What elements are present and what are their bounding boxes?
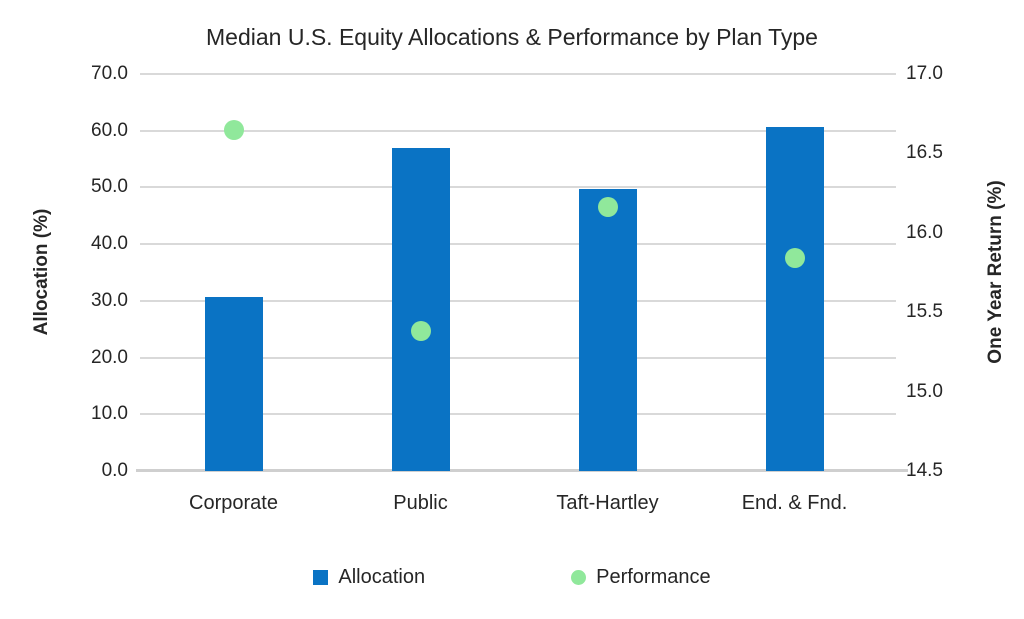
- bar-taft-hartley: [578, 189, 637, 471]
- gridline: [140, 243, 896, 246]
- legend-marker-square: [313, 570, 329, 585]
- data-point-corporate: [223, 119, 244, 140]
- legend-item-allocation: Allocation: [313, 566, 425, 589]
- left-axis-tick-label: 20.0: [91, 346, 128, 368]
- gridline: [140, 413, 896, 416]
- left-axis-tick-label: 70.0: [91, 63, 128, 84]
- legend: Allocation Performance: [0, 566, 1024, 589]
- x-axis-label-end-fnd-: End. & Fnd.: [741, 492, 848, 514]
- legend-item-performance: Performance: [571, 566, 711, 589]
- x-axis-label-taft-hartley: Taft-Hartley: [556, 492, 659, 514]
- right-axis-tick-label: 14.5: [906, 460, 943, 481]
- data-point-end-fnd-: [784, 248, 805, 269]
- x-axis-label-public: Public: [393, 492, 448, 514]
- x-axis-line: [136, 469, 908, 472]
- legend-marker-circle: [571, 570, 587, 585]
- chart-title: Median U.S. Equity Allocations & Perform…: [206, 24, 818, 50]
- right-axis-tick-label: 15.5: [906, 301, 943, 323]
- legend-label: Allocation: [338, 566, 426, 588]
- left-axis-title: Allocation (%): [31, 208, 52, 336]
- left-axis-tick-label: 40.0: [91, 233, 128, 255]
- data-point-public: [410, 321, 431, 342]
- left-axis-tick-label: 50.0: [91, 176, 128, 198]
- right-axis-tick-label: 15.0: [906, 380, 943, 402]
- gridline: [140, 299, 896, 302]
- bar-public: [391, 147, 450, 471]
- right-axis-tick-label: 16.5: [906, 142, 943, 164]
- gridline: [140, 186, 896, 189]
- left-axis-tick-label: 0.0: [101, 460, 128, 481]
- gridline: [140, 129, 896, 132]
- left-axis-tick-label: 30.0: [91, 289, 128, 311]
- gridline: [140, 356, 896, 359]
- right-axis-tick-label: 16.0: [906, 221, 943, 243]
- plot-area: [136, 73, 908, 472]
- gridline: [140, 73, 896, 75]
- left-axis-tick-label: 60.0: [91, 119, 128, 141]
- left-axis-tick-label: 10.0: [91, 403, 128, 425]
- x-axis-label-corporate: Corporate: [189, 492, 278, 514]
- data-point-taft-hartley: [597, 197, 618, 218]
- right-axis-tick-label: 17.0: [906, 63, 943, 84]
- bar-end-fnd-: [765, 126, 824, 471]
- right-axis-title: One Year Return (%): [985, 180, 1006, 364]
- legend-label: Performance: [596, 566, 711, 588]
- bar-corporate: [204, 296, 263, 471]
